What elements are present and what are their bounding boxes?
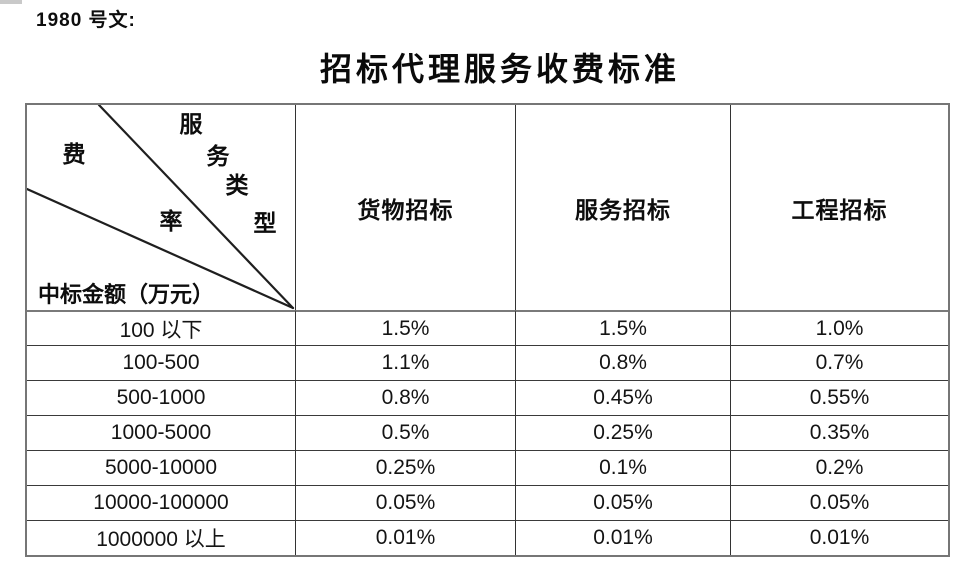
diagonal-divider-lines — [27, 105, 295, 310]
rate-cell: 0.35% — [730, 415, 948, 450]
row-range-cell: 1000000 以上 — [27, 520, 295, 555]
rate-cell: 0.7% — [730, 345, 948, 380]
rate-cell: 0.05% — [730, 485, 948, 520]
corner-label-service-type-char: 类 — [225, 173, 249, 198]
row-range-cell: 5000-10000 — [27, 450, 295, 485]
rate-cell: 0.01% — [295, 520, 515, 555]
page-corner-mark — [0, 0, 22, 4]
rate-cell: 0.05% — [515, 485, 730, 520]
rate-cell: 0.25% — [515, 415, 730, 450]
corner-label-service-type-char: 服 — [179, 112, 203, 137]
diagonal-header-cell: 服 务 类 型 费 率 中标金额（万元） — [27, 105, 295, 310]
corner-label-bid-amount: 中标金额（万元） — [38, 282, 215, 307]
rate-cell: 0.1% — [515, 450, 730, 485]
rate-cell: 0.2% — [730, 450, 948, 485]
corner-label-service-type-char: 型 — [253, 211, 277, 236]
diagonal-line-lower — [27, 187, 295, 310]
rate-cell: 0.25% — [295, 450, 515, 485]
rate-cell: 0.8% — [515, 345, 730, 380]
column-header-works: 工程招标 — [730, 105, 948, 310]
row-range-cell: 1000-5000 — [27, 415, 295, 450]
column-header-goods: 货物招标 — [295, 105, 515, 310]
corner-label-fee-rate-char: 费 — [62, 142, 86, 167]
rate-cell: 0.01% — [730, 520, 948, 555]
rate-cell: 0.01% — [515, 520, 730, 555]
corner-label-service-type-char: 务 — [206, 144, 230, 169]
doc-ref-label: 1980 号文: — [36, 10, 136, 31]
rate-cell: 1.5% — [515, 310, 730, 345]
column-header-services: 服务招标 — [515, 105, 730, 310]
rate-cell: 1.5% — [295, 310, 515, 345]
row-range-cell: 100-500 — [27, 345, 295, 380]
page-title: 招标代理服务收费标准 — [319, 51, 680, 87]
row-range-cell: 500-1000 — [27, 380, 295, 415]
row-range-cell: 100 以下 — [27, 310, 295, 345]
rate-cell: 0.45% — [515, 380, 730, 415]
diagonal-line-upper — [97, 105, 295, 310]
corner-label-fee-rate-char: 率 — [159, 209, 183, 234]
rate-cell: 0.05% — [295, 485, 515, 520]
rate-cell: 1.1% — [295, 345, 515, 380]
rate-cell: 0.55% — [730, 380, 948, 415]
rate-cell: 0.8% — [295, 380, 515, 415]
row-range-cell: 10000-100000 — [27, 485, 295, 520]
rate-cell: 0.5% — [295, 415, 515, 450]
rate-cell: 1.0% — [730, 310, 948, 345]
fee-table: 服 务 类 型 费 率 中标金额（万元） 货物招标 服务招标 工程招标 100 … — [25, 103, 950, 557]
